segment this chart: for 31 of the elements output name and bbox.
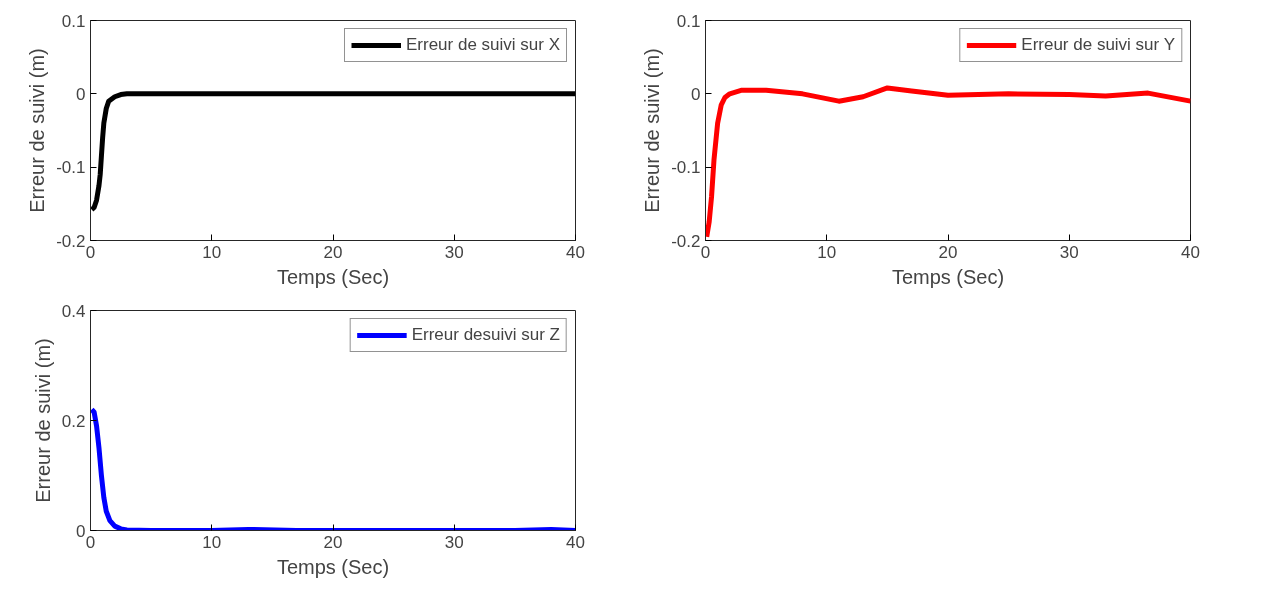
legend-label: Erreur de suivi sur Y [1021,35,1175,55]
x-tick-label: 30 [444,242,464,262]
legend-label: Erreur de suivi sur X [406,35,560,55]
x-tick-label: 10 [202,242,222,262]
y-axis-title: Erreur de suivi (m) [641,48,664,213]
y-tick-label: -0.2 [56,231,86,251]
x-tick-label: 40 [566,532,585,552]
x-tick-label: 20 [323,242,343,262]
x-tick-label: 30 [1059,242,1079,262]
x-tick-label: 30 [444,532,464,552]
x-axis-title: Temps (Sec) [276,555,390,578]
x-tick-label: 20 [323,532,343,552]
y-tick-label: 0.2 [61,411,86,431]
y-tick-label: 0 [76,84,86,104]
y-tick-label: 0.1 [61,11,86,31]
y-tick-label: -0.1 [671,158,701,178]
x-tick-label: 40 [566,242,585,262]
y-tick-label: 0.1 [676,11,701,31]
y-tick-label: 0.4 [61,301,86,321]
x-axis-title: Temps (Sec) [276,265,390,288]
x-axis-title: Temps (Sec) [891,265,1005,288]
legend-label: Erreur desuivi sur Z [411,325,560,345]
y-axis-title: Erreur de suivi (m) [31,338,54,503]
y-axis-title: Erreur de suivi (m) [26,48,49,213]
y-tick-label: -0.2 [671,231,701,251]
x-tick-label: 20 [938,242,958,262]
x-tick-label: 40 [1181,242,1200,262]
y-tick-label: -0.1 [56,158,86,178]
x-tick-label: 10 [202,532,222,552]
y-tick-label: 0 [691,84,701,104]
x-tick-label: 10 [817,242,837,262]
